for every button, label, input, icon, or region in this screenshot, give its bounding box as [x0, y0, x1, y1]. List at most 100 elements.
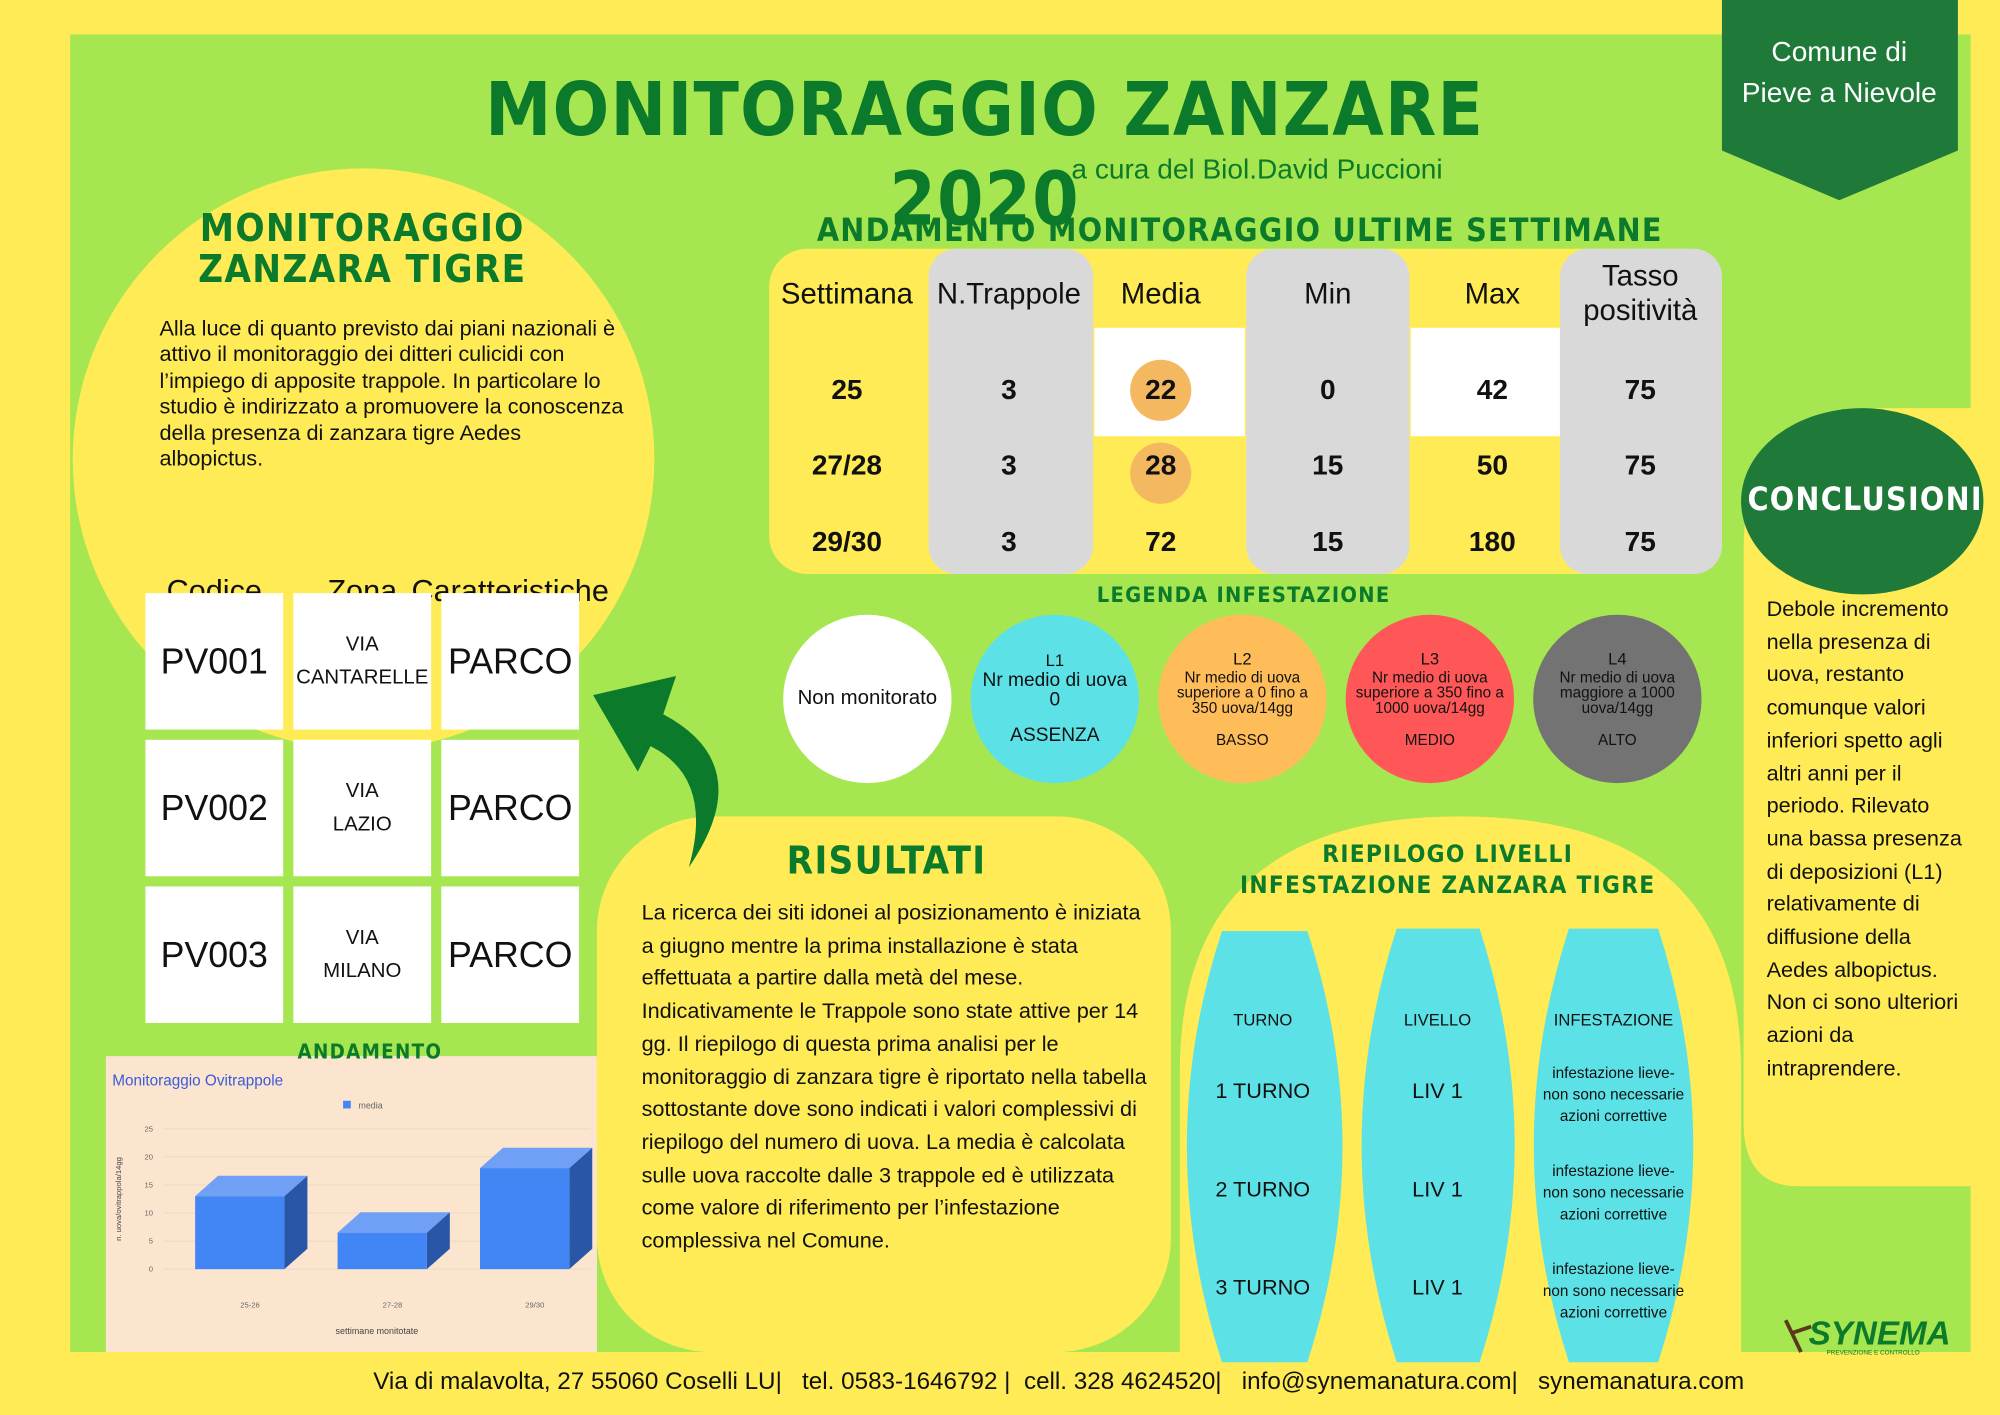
cell-text: PV003 — [160, 934, 268, 975]
summary-item: LIV 1 — [1412, 1177, 1463, 1202]
weekly-cell: 180 — [1468, 525, 1516, 558]
table-cell: PV003 — [145, 886, 284, 1023]
x-tick-label: 29/30 — [525, 1300, 544, 1309]
intro-text: Alla luce di quanto previsto dai piani n… — [159, 316, 625, 472]
municipality: Comune di — [1771, 35, 1908, 68]
intro-paragraph: Alla luce di quanto previsto dai piani n… — [159, 316, 616, 367]
summary-item: infestazione lieve-non sono necessarie a… — [1542, 1260, 1685, 1322]
summary-header: TURNO — [1233, 1010, 1293, 1030]
weekly-cell: 50 — [1476, 448, 1508, 481]
table-cell: PARCO — [441, 739, 580, 877]
legend-label: Non monitorato — [797, 688, 938, 710]
legend-level: BASSO — [1215, 730, 1269, 749]
bar-top — [195, 1175, 308, 1197]
legend-level: ASSENZA — [1010, 724, 1100, 746]
legend-circle: Non monitorato — [783, 614, 952, 784]
summary-item: infestazione lieve-non sono necessarie a… — [1542, 1063, 1685, 1125]
legend-title: LEGENDA INFESTAZIONE — [1096, 582, 1391, 609]
arrow — [593, 676, 719, 868]
trend-title: ANDAMENTO — [297, 1039, 443, 1064]
summary-title: RIEPILOGO LIVELLI — [1322, 840, 1574, 869]
legend-code: L1 — [1045, 650, 1065, 670]
legend-description: Nr medio di uova maggiore a 1000 uova/14… — [1559, 667, 1676, 717]
y-tick-label: 25 — [145, 1124, 154, 1133]
weekly-cell: 15 — [1312, 448, 1344, 481]
weekly-cell: 28 — [1145, 448, 1177, 481]
results-title: RISULTATI — [786, 839, 987, 884]
cell-line: MILANO — [323, 959, 402, 982]
legend-code: L4 — [1608, 649, 1627, 669]
summary-item: 1 TURNO — [1215, 1079, 1311, 1104]
bar — [480, 1168, 570, 1270]
weekly-cell: 3 — [1001, 448, 1017, 481]
weekly-cell: 42 — [1476, 373, 1508, 406]
logo-icon — [1783, 1319, 1812, 1353]
table-cell: VIA CANTARELLE — [293, 593, 432, 730]
municipality-banner — [1721, 0, 1958, 201]
x-tick-label: 25-26 — [240, 1300, 260, 1309]
cell-text: PV002 — [160, 787, 268, 828]
cell-text: PARCO — [448, 787, 573, 828]
bar-side — [426, 1212, 450, 1270]
legend-description: Nr medio di uova 0 — [982, 669, 1128, 711]
cell-line: CANTARELLE — [296, 666, 429, 689]
legend-code: L3 — [1420, 649, 1440, 669]
summary-item: 2 TURNO — [1215, 1177, 1311, 1202]
weekly-header: N.Trappole — [936, 276, 1081, 310]
legend-description: Nr medio di uova superiore a 350 fino a … — [1355, 667, 1504, 717]
value-highlight — [1130, 442, 1192, 504]
conclusions-badge — [1741, 408, 1984, 595]
grey-column — [928, 248, 1094, 574]
weekly-header: Settimana — [780, 276, 913, 310]
cell-line: VIA — [345, 633, 379, 655]
y-tick-label: 0 — [149, 1265, 153, 1274]
grey-column — [1246, 248, 1410, 574]
table-cell: VIA MILANO — [293, 886, 432, 1023]
cell-text: PARCO — [448, 934, 573, 975]
footer: Via di malavolta, 27 55060 Coselli LU| t… — [373, 1368, 1745, 1396]
weekly-header: positività — [1583, 293, 1698, 327]
legend-level: ALTO — [1598, 730, 1637, 749]
legend-entry: media — [358, 1100, 382, 1110]
cell-line: VIA — [345, 779, 379, 802]
weekly-cell: 15 — [1312, 525, 1344, 558]
conclusions-text: Debole incremento nella presenza di uova… — [1766, 596, 1962, 1081]
cell-line: VIA — [345, 926, 379, 949]
subtitle: a cura del Biol.David Puccioni — [1071, 153, 1443, 185]
summary-column-bg — [1361, 928, 1515, 1363]
intro-title: ZANZARA TIGRE — [198, 247, 527, 293]
table-cell: PV001 — [145, 593, 284, 730]
legend-circle: L1 Nr medio di uova 0 ASSENZA — [970, 614, 1140, 784]
summary-title: INFESTAZIONE ZANZARA TIGRE — [1239, 871, 1656, 900]
summary-header: LIVELLO — [1403, 1010, 1472, 1030]
weekly-cell: 75 — [1624, 373, 1656, 406]
chart-title: Monitoraggio Ovitrappole — [112, 1072, 283, 1089]
weekly-cell: 75 — [1624, 448, 1656, 481]
intro-paragraph: l’impiego di apposite trappole. In parti… — [159, 368, 624, 471]
results-bg — [596, 816, 1171, 1353]
weekly-cell: 27/28 — [811, 448, 883, 481]
legend-circle: L2 Nr medio di uova superiore a 0 fino a … — [1158, 614, 1327, 784]
legend-level: MEDIO — [1404, 730, 1455, 749]
municipality: Pieve a Nievole — [1741, 76, 1937, 109]
bar — [195, 1196, 285, 1270]
legend-swatch — [343, 1100, 351, 1109]
table-cell: VIA LAZIO — [293, 739, 432, 877]
summary-header: INFESTAZIONE — [1553, 1010, 1674, 1030]
table-cell: PARCO — [441, 593, 580, 730]
title: MONITORAGGIO ZANZARE 2020 — [485, 66, 1485, 242]
weekly-cell: 0 — [1319, 373, 1336, 406]
summary-item: LIV 1 — [1412, 1079, 1463, 1104]
weekly-cell: 75 — [1624, 525, 1656, 558]
white-band — [1410, 327, 1560, 437]
y-tick-label: 15 — [145, 1180, 154, 1189]
weekly-cell: 29/30 — [811, 525, 883, 558]
legend-code: L2 — [1233, 649, 1252, 669]
y-axis-label: n. uova/ovitrappola/14gg — [114, 1157, 123, 1241]
x-axis-label: settimane monitotate — [336, 1326, 419, 1336]
grey-column — [1559, 248, 1722, 574]
y-tick-label: 10 — [145, 1209, 154, 1218]
y-tick-label: 5 — [149, 1237, 153, 1246]
bar-top — [480, 1147, 593, 1169]
